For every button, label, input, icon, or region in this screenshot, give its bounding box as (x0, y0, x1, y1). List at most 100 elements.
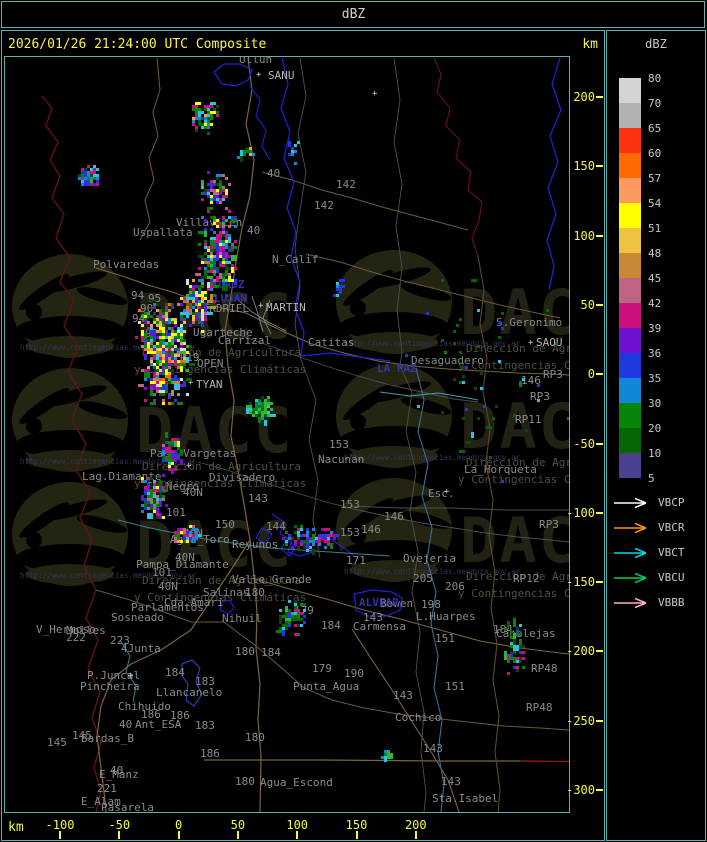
radar-echo-pixel (285, 618, 291, 621)
map-place-label: RP48 (526, 701, 553, 714)
vector-label: VBCP (658, 496, 685, 509)
radar-echo-pixel (222, 279, 225, 282)
map-place-label: Pampa_Diamante (136, 558, 229, 571)
radar-echo-pixel (144, 357, 147, 360)
radar-echo-pixel (492, 417, 495, 420)
y-axis-tick-label: 100 (573, 228, 595, 243)
radar-echo-pixel (504, 627, 507, 630)
radar-echo-pixel (387, 750, 390, 753)
radar-echo-pixel (93, 183, 96, 186)
radar-echo-pixel (147, 498, 153, 501)
radar-echo-pixel (507, 654, 510, 660)
radar-echo-pixel (522, 666, 525, 669)
radar-echo-pixel (204, 297, 207, 300)
radar-echo-pixel (162, 378, 165, 381)
radar-echo-pixel (294, 633, 297, 636)
radar-echo-pixel (174, 468, 177, 471)
radar-echo-pixel (165, 459, 168, 462)
y-axis-tick-label: -250 (566, 713, 595, 728)
radar-echo-pixel (330, 534, 333, 537)
station-label: TYAN (196, 378, 223, 391)
radar-echo-pixel (288, 537, 291, 540)
radar-echo-pixel (171, 327, 174, 330)
radar-echo-pixel (165, 450, 168, 453)
radar-echo-pixel (222, 195, 228, 198)
radar-echo-pixel (210, 267, 213, 270)
radar-echo-pixel (207, 264, 210, 267)
geo-path (95, 589, 224, 623)
radar-echo-pixel (219, 252, 222, 255)
radar-echo-pixel (162, 330, 165, 333)
radar-echo-pixel (96, 180, 99, 183)
radar-echo-pixel (222, 249, 225, 252)
radar-echo-pixel (231, 249, 234, 252)
radar-echo-pixel (210, 102, 216, 105)
radar-echo-pixel (201, 300, 204, 303)
radar-echo-pixel (144, 501, 147, 504)
radar-echo-pixel (159, 318, 162, 321)
radar-echo-pixel (477, 345, 480, 348)
scale-band (619, 353, 641, 378)
radar-echo-pixel (159, 372, 162, 375)
radar-echo-pixel (147, 477, 150, 480)
radar-echo-pixel (213, 258, 216, 261)
timestamp-label: 2026/01/26 21:24:00 UTC Composite (8, 37, 267, 52)
radar-echo-pixel (156, 372, 159, 375)
y-axis-tick (596, 96, 603, 98)
radar-echo-pixel (195, 291, 198, 297)
radar-echo-pixel (264, 405, 267, 408)
radar-echo-pixel (306, 537, 309, 540)
scale-band (619, 378, 641, 403)
radar-echo-pixel (156, 330, 159, 333)
map-place-label: 206 (445, 580, 465, 593)
radar-echo-pixel (324, 534, 327, 537)
radar-echo-pixel (153, 354, 156, 360)
radar-echo-pixel (333, 294, 336, 297)
scale-tick-label: 65 (648, 122, 662, 135)
radar-echo-pixel (222, 225, 225, 228)
radar-echo-pixel (180, 384, 183, 387)
radar-echo-pixel (513, 414, 516, 417)
radar-echo-pixel (231, 246, 234, 249)
radar-echo-pixel (513, 660, 516, 663)
geo-path (249, 85, 271, 161)
radar-echo-pixel (168, 444, 171, 447)
radar-echo-pixel (165, 447, 171, 450)
map-place-label: 186 (200, 747, 220, 760)
radar-echo-pixel (156, 303, 159, 306)
radar-echo-pixel (201, 330, 204, 333)
radar-echo-pixel (174, 441, 177, 447)
radar-echo-pixel (309, 546, 312, 549)
radar-echo-pixel (192, 312, 195, 315)
radar-echo-pixel (162, 366, 165, 372)
radar-echo-pixel (189, 285, 192, 288)
radar-echo-pixel (462, 366, 465, 369)
radar-echo-pixel (216, 225, 219, 228)
radar-echo-pixel (183, 534, 186, 537)
radar-echo-pixel (519, 651, 522, 654)
radar-echo-pixel (174, 360, 177, 366)
radar-echo-pixel (174, 348, 177, 351)
map-place-label: Catitas (308, 336, 354, 349)
radar-echo-pixel (162, 321, 165, 324)
radar-echo-pixel (192, 528, 198, 531)
station-marker: + (256, 70, 262, 80)
radar-echo-pixel (210, 111, 216, 114)
radar-echo-pixel (198, 315, 201, 318)
radar-echo-pixel (216, 267, 219, 270)
y-axis-tick (596, 650, 603, 653)
radar-echo-pixel (180, 531, 183, 534)
radar-echo-pixel (207, 246, 210, 249)
radar-echo-pixel (207, 195, 210, 198)
radar-echo-pixel (234, 279, 237, 285)
radar-echo-pixel (162, 453, 165, 456)
radar-echo-pixel (144, 387, 147, 390)
map-place-label: 153 (340, 526, 360, 539)
radar-echo-pixel (159, 339, 165, 342)
radar-echo-pixel (213, 243, 216, 249)
map-place-label: Sosneado (111, 611, 164, 624)
radar-echo-pixel (210, 186, 213, 189)
radar-echo-pixel (153, 498, 156, 501)
map-place-label: S.Geronimo (496, 316, 562, 329)
radar-echo-pixel (180, 540, 183, 543)
